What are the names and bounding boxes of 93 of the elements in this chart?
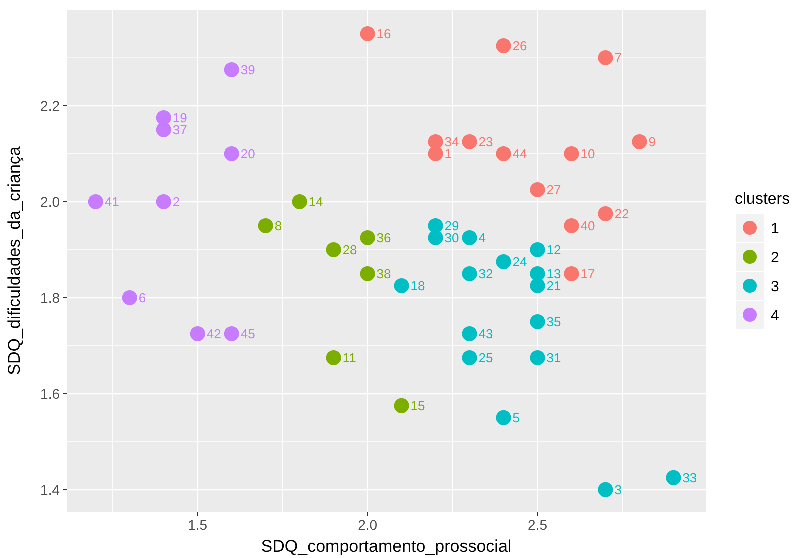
- point: [156, 194, 172, 210]
- point: [360, 230, 376, 246]
- point: [496, 254, 512, 270]
- point: [462, 134, 478, 150]
- point: [530, 314, 546, 330]
- annotation: 35: [546, 314, 562, 330]
- annotation: 27: [546, 182, 562, 198]
- point: [394, 398, 410, 414]
- point: [360, 266, 376, 282]
- point: [326, 242, 342, 258]
- point: [496, 146, 512, 162]
- annotation: 36: [376, 230, 392, 246]
- point: [530, 278, 546, 294]
- point: [462, 350, 478, 366]
- y-tick-label: 1.4: [40, 482, 60, 498]
- annotation: 42: [206, 326, 222, 342]
- point: [428, 230, 444, 246]
- annotation: 17: [580, 266, 596, 282]
- point: [292, 194, 308, 210]
- x-tick-label: 2.0: [358, 517, 378, 533]
- point: [462, 326, 478, 342]
- y-tick-label: 2.0: [40, 194, 60, 210]
- annotation: 38: [376, 266, 392, 282]
- x-axis-title: SDQ_comportamento_prossocial: [261, 537, 512, 556]
- annotation: 41: [104, 194, 120, 210]
- y-axis-title: SDQ_dificuldades_da_criança: [5, 146, 24, 376]
- annotation: 39: [240, 62, 256, 78]
- annotation: 2: [172, 194, 180, 210]
- annotation: 26: [512, 38, 528, 54]
- point: [122, 290, 138, 306]
- annotation: 31: [546, 350, 562, 366]
- annotation: 5: [512, 410, 520, 426]
- point: [666, 470, 682, 486]
- annotation: 4: [478, 230, 486, 246]
- point: [224, 146, 240, 162]
- point: [88, 194, 104, 210]
- annotation: 7: [614, 50, 622, 66]
- annotation: 6: [138, 290, 146, 306]
- annotation: 33: [682, 470, 698, 486]
- legend-label: 1: [771, 220, 780, 238]
- point: [156, 122, 172, 138]
- point: [496, 410, 512, 426]
- point: [428, 146, 444, 162]
- annotation: 20: [240, 146, 256, 162]
- x-tick-label: 2.5: [528, 517, 548, 533]
- annotation: 11: [342, 350, 356, 366]
- point: [462, 230, 478, 246]
- point: [360, 26, 376, 42]
- y-tick-label: 1.6: [40, 386, 60, 402]
- annotation: 40: [580, 218, 596, 234]
- annotation: 18: [410, 278, 426, 294]
- point: [496, 38, 512, 54]
- point: [462, 266, 478, 282]
- point: [326, 350, 342, 366]
- annotation: 45: [240, 326, 256, 342]
- annotation: 32: [478, 266, 494, 282]
- legend-title: clusters: [735, 191, 790, 208]
- point: [598, 50, 614, 66]
- point: [598, 482, 614, 498]
- annotation: 3: [614, 482, 622, 498]
- annotation: 28: [342, 242, 358, 258]
- legend-label: 2: [771, 249, 780, 266]
- point: [564, 218, 580, 234]
- annotation: 22: [614, 206, 630, 222]
- annotation: 23: [478, 134, 494, 150]
- annotation: 10: [580, 146, 596, 162]
- annotation: 15: [410, 398, 426, 414]
- point: [632, 134, 648, 150]
- point: [224, 62, 240, 78]
- annotation: 24: [512, 254, 528, 270]
- legend-label: 3: [771, 278, 780, 296]
- annotation: 25: [478, 350, 494, 366]
- x-tick-label: 1.5: [188, 517, 208, 533]
- point: [564, 266, 580, 282]
- point: [530, 182, 546, 198]
- point: [530, 350, 546, 366]
- annotation: 12: [546, 242, 562, 258]
- annotation: 8: [274, 218, 282, 234]
- y-tick-label: 2.2: [40, 98, 60, 114]
- annotation: 14: [308, 194, 324, 210]
- y-tick-label: 1.8: [40, 290, 60, 306]
- point: [564, 146, 580, 162]
- point: [190, 326, 206, 342]
- annotation: 43: [478, 326, 494, 342]
- point: [224, 326, 240, 342]
- annotation: 16: [376, 26, 392, 42]
- point: [258, 218, 274, 234]
- point: [598, 206, 614, 222]
- legend-label: 4: [771, 307, 780, 324]
- point: [394, 278, 410, 294]
- annotation: 9: [648, 134, 656, 150]
- annotation: 44: [512, 146, 528, 162]
- point: [530, 242, 546, 258]
